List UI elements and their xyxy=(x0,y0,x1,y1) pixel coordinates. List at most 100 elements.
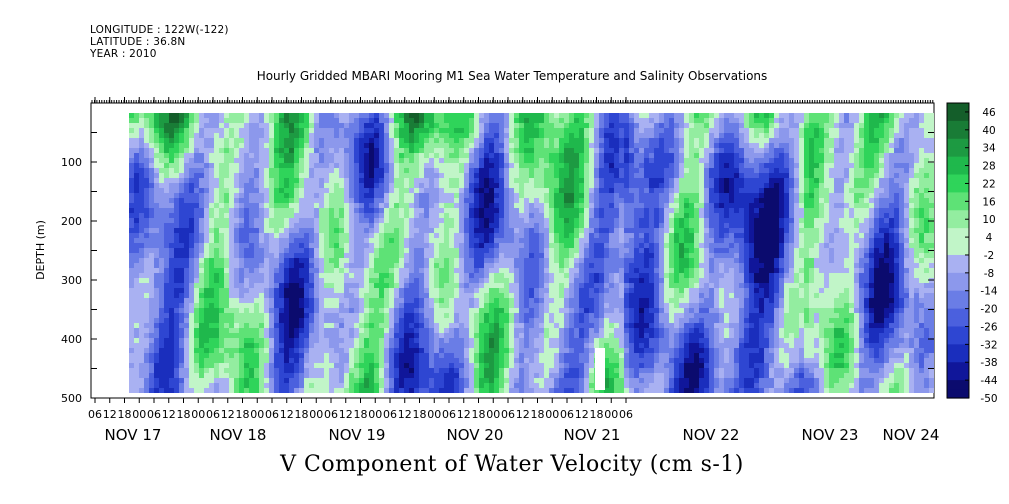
colorbar-label: 40 xyxy=(982,125,995,137)
colorbar-swatch xyxy=(947,210,969,220)
y-tick-label: 100 xyxy=(61,156,82,169)
x-hour-label: 18 xyxy=(177,408,191,421)
colorbar-swatch xyxy=(947,362,969,372)
colorbar-swatch xyxy=(947,326,969,337)
x-hour-label: 00 xyxy=(604,408,618,421)
x-hour-label: 18 xyxy=(590,408,604,421)
y-axis-label: DEPTH (m) xyxy=(34,220,47,280)
colorbar-swatch xyxy=(947,335,969,345)
colorbar-swatch xyxy=(947,299,969,310)
latitude-label: LATITUDE : 36.8N xyxy=(90,36,186,48)
x-hour-label: 12 xyxy=(162,408,176,421)
x-day-label: NOV 20 xyxy=(447,426,504,444)
x-hour-label: 12 xyxy=(398,408,412,421)
x-hour-label: 12 xyxy=(457,408,471,421)
colorbar-label: -14 xyxy=(980,286,997,298)
x-hour-label: 06 xyxy=(383,408,397,421)
colorbar-label: -2 xyxy=(984,250,994,262)
colorbar-swatch xyxy=(947,237,969,247)
x-hour-label: 12 xyxy=(103,408,117,421)
colorbar-swatch xyxy=(947,111,969,122)
x-day-label: NOV 21 xyxy=(564,426,621,444)
x-hour-label: 18 xyxy=(236,408,250,421)
colorbar-swatch xyxy=(947,138,969,149)
x-day-label: NOV 24 xyxy=(883,426,940,444)
colorbar-label: 4 xyxy=(986,232,993,244)
x-hour-label: 00 xyxy=(132,408,146,421)
colorbar-swatch xyxy=(947,344,969,354)
colorbar-swatch xyxy=(947,120,969,131)
x-hour-label: 00 xyxy=(309,408,323,421)
colorbar-swatch xyxy=(947,308,969,319)
colorbar-swatch xyxy=(947,281,969,292)
x-hour-label: 12 xyxy=(575,408,589,421)
chart-title: Hourly Gridded MBARI Mooring M1 Sea Wate… xyxy=(256,69,768,83)
data-gap xyxy=(595,348,605,390)
colorbar-label: -20 xyxy=(980,304,997,316)
x-hour-label: 06 xyxy=(619,408,633,421)
colorbar-swatch xyxy=(947,254,969,265)
x-hour-label: 00 xyxy=(545,408,559,421)
y-tick-label: 500 xyxy=(61,392,82,405)
colorbar-swatch xyxy=(947,380,969,390)
x-hour-label: 06 xyxy=(206,408,220,421)
colorbar-swatch xyxy=(947,263,969,274)
velocity-field xyxy=(129,113,934,393)
longitude-label: LONGITUDE : 122W(-122) xyxy=(90,24,229,36)
colorbar-label: 10 xyxy=(982,214,995,226)
colorbar-swatch xyxy=(947,228,969,238)
colorbar-label: 34 xyxy=(982,143,996,155)
colorbar-label: 22 xyxy=(982,178,995,190)
x-hour-label: 18 xyxy=(354,408,368,421)
x-hour-label: 00 xyxy=(191,408,205,421)
colorbar-label: -32 xyxy=(980,339,997,351)
x-hour-label: 06 xyxy=(265,408,279,421)
colorbar-swatch xyxy=(947,192,969,202)
year-label: YEAR : 2010 xyxy=(90,48,157,60)
colorbar-label: 28 xyxy=(982,161,995,173)
x-day-label: NOV 18 xyxy=(210,426,267,444)
colorbar-swatch xyxy=(947,201,969,211)
x-hour-label: 00 xyxy=(427,408,441,421)
x-hour-label: 18 xyxy=(295,408,309,421)
x-day-label: NOV 19 xyxy=(329,426,386,444)
x-hour-label: 18 xyxy=(118,408,132,421)
colorbar-swatch xyxy=(947,371,969,381)
colorbar-swatch xyxy=(947,272,969,283)
x-axis-title: V Component of Water Velocity (cm s-1) xyxy=(280,452,744,477)
x-hour-label: 12 xyxy=(280,408,294,421)
colorbar-swatch xyxy=(947,290,969,301)
y-tick-label: 200 xyxy=(61,215,82,228)
x-hour-label: 06 xyxy=(442,408,456,421)
colorbar-label: -44 xyxy=(980,375,997,387)
colorbar-swatch xyxy=(947,317,969,328)
x-hour-label: 06 xyxy=(88,408,102,421)
colorbar-label: -26 xyxy=(980,321,997,333)
y-tick-label: 400 xyxy=(61,333,82,346)
colorbar-label: -38 xyxy=(980,357,997,369)
x-hour-label: 06 xyxy=(560,408,574,421)
colorbar-swatch xyxy=(947,353,969,363)
x-hour-label: 00 xyxy=(368,408,382,421)
x-hour-label: 00 xyxy=(250,408,264,421)
x-hour-label: 18 xyxy=(472,408,486,421)
x-hour-label: 06 xyxy=(147,408,161,421)
x-hour-label: 00 xyxy=(486,408,500,421)
colorbar-swatch xyxy=(947,156,969,167)
colorbar-frame xyxy=(946,102,970,399)
colorbar: 46 40 34 28 22 16 10 4 -2 -8 -14 -20 -26 -32 -38 -44 -50 xyxy=(946,102,998,405)
colorbar-swatch xyxy=(947,129,969,140)
colorbar-label: -8 xyxy=(984,268,994,280)
colorbar-swatch xyxy=(947,103,969,113)
y-tick-label: 300 xyxy=(61,274,82,287)
x-day-label: NOV 23 xyxy=(802,426,859,444)
colorbar-label: 46 xyxy=(982,107,996,119)
x-day-label: NOV 22 xyxy=(683,426,740,444)
colorbar-label: -50 xyxy=(980,393,997,405)
colorbar-swatch xyxy=(947,183,969,193)
colorbar-swatch xyxy=(947,219,969,229)
x-hour-label: 06 xyxy=(501,408,515,421)
x-hour-label: 18 xyxy=(413,408,427,421)
colorbar-swatch xyxy=(947,389,969,399)
